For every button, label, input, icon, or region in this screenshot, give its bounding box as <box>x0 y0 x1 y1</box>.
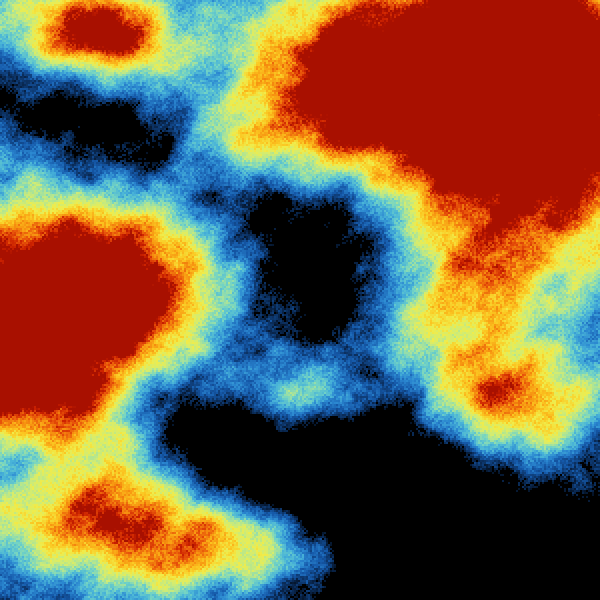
infrared-raster-canvas <box>0 0 600 600</box>
satellite-image-viewport <box>0 0 600 600</box>
